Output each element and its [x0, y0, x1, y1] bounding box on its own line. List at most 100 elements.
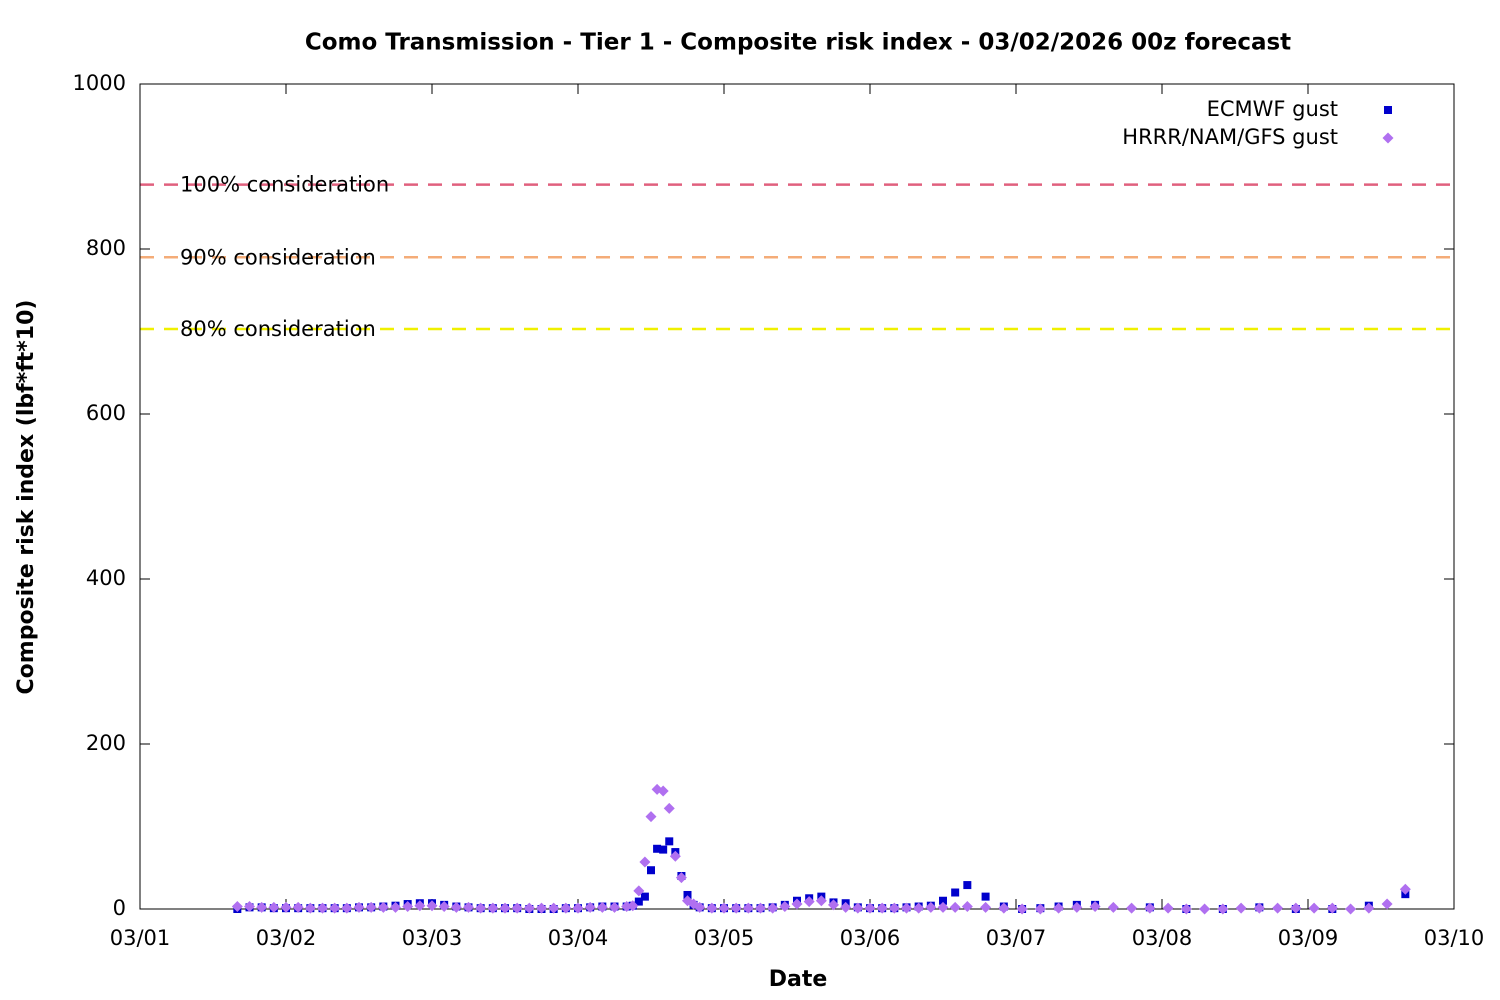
data-point: [438, 901, 450, 913]
data-point: [1326, 902, 1338, 914]
data-point: [414, 900, 426, 912]
data-point: [791, 898, 803, 910]
data-point: [1381, 898, 1393, 910]
data-point: [1363, 902, 1375, 914]
y-tick-label: 200: [86, 731, 126, 755]
legend-marker: [1384, 106, 1392, 114]
data-point: [961, 901, 973, 913]
data-point: [767, 902, 779, 914]
data-point: [572, 902, 584, 914]
data-point: [1399, 883, 1411, 895]
x-tick-label: 03/10: [1424, 926, 1485, 950]
reference-label: 100% consideration: [180, 173, 389, 197]
data-point: [706, 902, 718, 914]
x-tick-label: 03/06: [840, 926, 901, 950]
data-point: [925, 901, 937, 913]
data-point: [584, 901, 596, 913]
data-point: [1071, 901, 1083, 913]
data-point: [1089, 901, 1101, 913]
x-axis-title: Date: [769, 967, 828, 992]
data-point: [718, 902, 730, 914]
data-point: [1180, 903, 1192, 915]
y-tick-label: 600: [86, 401, 126, 425]
data-point: [341, 902, 353, 914]
data-point: [487, 902, 499, 914]
data-point: [365, 901, 377, 913]
data-point: [640, 892, 649, 901]
x-tick-label: 03/07: [986, 926, 1047, 950]
x-tick-label: 03/08: [1132, 926, 1193, 950]
data-point: [1308, 902, 1320, 914]
reference-label: 80% consideration: [180, 317, 376, 341]
x-tick-label: 03/01: [110, 926, 171, 950]
data-point: [268, 901, 280, 913]
data-point: [1217, 903, 1229, 915]
data-point: [609, 901, 620, 913]
data-point: [292, 901, 304, 913]
data-point: [803, 896, 815, 908]
data-point: [390, 901, 401, 913]
data-point: [913, 902, 925, 914]
data-point: [1235, 902, 1247, 914]
data-point: [1162, 902, 1174, 914]
data-point: [730, 902, 742, 914]
data-point: [353, 901, 365, 913]
x-tick-label: 03/02: [256, 926, 317, 950]
data-point: [998, 902, 1010, 914]
data-point: [675, 872, 687, 884]
data-point: [981, 892, 990, 901]
data-point: [548, 902, 560, 914]
x-tick-label: 03/03: [402, 926, 463, 950]
data-point: [231, 901, 243, 913]
data-point: [663, 802, 675, 814]
data-point: [876, 902, 888, 914]
data-point: [244, 901, 255, 913]
data-point: [1107, 901, 1119, 913]
data-point: [963, 881, 972, 890]
data-point: [317, 902, 328, 914]
data-point: [657, 785, 669, 797]
data-point: [475, 902, 487, 914]
data-point: [665, 837, 674, 846]
data-point: [1034, 903, 1046, 915]
data-point: [1272, 902, 1284, 914]
data-point: [901, 902, 912, 914]
data-point: [659, 845, 668, 854]
data-point: [1253, 902, 1265, 914]
legend-label: HRRR/NAM/GFS gust: [1122, 125, 1338, 149]
legend-label: ECMWF gust: [1207, 97, 1338, 121]
data-point: [669, 850, 681, 862]
data-point: [980, 901, 992, 913]
data-point: [742, 902, 754, 914]
data-point: [499, 902, 511, 914]
data-point: [840, 901, 852, 913]
data-point: [596, 901, 608, 913]
data-point: [828, 899, 839, 911]
data-point: [402, 901, 414, 913]
data-point: [329, 902, 341, 914]
x-tick-label: 03/05: [694, 926, 755, 950]
data-point: [1126, 902, 1138, 914]
data-point: [779, 901, 791, 913]
data-point: [1199, 903, 1211, 915]
y-tick-label: 800: [86, 236, 126, 260]
data-point: [511, 902, 523, 914]
y-tick-label: 1000: [73, 71, 126, 95]
data-point: [937, 901, 949, 913]
data-point: [755, 902, 766, 914]
data-point: [939, 896, 947, 905]
data-point: [426, 900, 438, 912]
data-point: [377, 901, 389, 913]
data-point: [1144, 902, 1156, 914]
y-tick-label: 400: [86, 566, 126, 590]
y-axis-title: Composite risk index (lbf*ft*10): [14, 300, 39, 695]
data-point: [1290, 902, 1302, 914]
data-point: [627, 900, 639, 912]
data-point: [1053, 902, 1065, 914]
data-point: [1016, 903, 1028, 915]
data-point: [1345, 903, 1357, 915]
data-point: [523, 902, 535, 914]
chart-title: Como Transmission - Tier 1 - Composite r…: [305, 30, 1291, 56]
x-tick-label: 03/09: [1278, 926, 1339, 950]
